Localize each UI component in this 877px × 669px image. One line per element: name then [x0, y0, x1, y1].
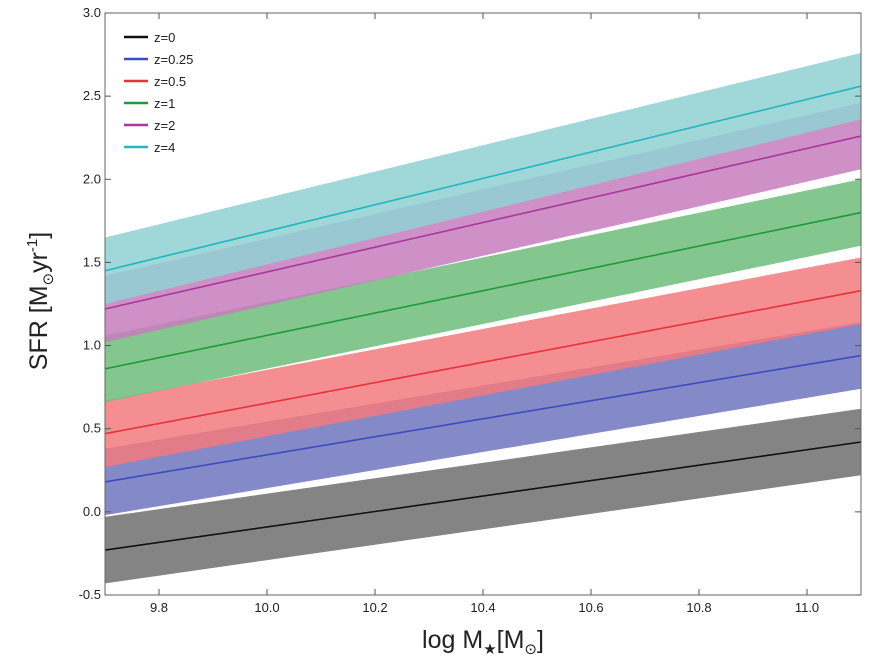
legend-label: z=0 — [154, 30, 175, 45]
legend: z=0 z=0.25 z=0.5 z=1 z=2 z=4 — [124, 30, 193, 155]
y-axis-title: SFR [M⊙yr-1] — [24, 232, 57, 370]
x-tick-label: 10.8 — [686, 600, 711, 615]
x-tick-label: 11.0 — [795, 600, 819, 615]
y-tick-label: 1.5 — [83, 254, 101, 269]
line-z-1 — [104, 211, 862, 370]
x-tick-label: 10.6 — [578, 600, 603, 615]
line-z-4 — [104, 85, 862, 272]
legend-label: z=4 — [154, 140, 175, 155]
legend-label: z=1 — [154, 96, 175, 111]
x-axis-title: log M★[M⊙] — [422, 626, 544, 658]
x-tick-label: 10.2 — [362, 600, 387, 615]
median-lines — [104, 85, 862, 551]
line-z-2 — [104, 135, 862, 310]
y-tick-label: 2.0 — [83, 171, 101, 186]
y-tick-label: -0.5 — [79, 587, 101, 602]
line-z-0-25 — [104, 354, 862, 483]
y-axis-ticks: -0.5 0.0 0.5 1.0 1.5 2.0 2.5 3.0 — [79, 5, 861, 602]
line-z-0-5 — [104, 289, 862, 435]
legend-label: z=0.5 — [154, 74, 186, 89]
legend-label: z=0.25 — [154, 52, 193, 67]
legend-label: z=2 — [154, 118, 175, 133]
x-axis-ticks: 9.8 10.0 10.2 10.4 10.6 10.8 11.0 — [150, 13, 819, 615]
x-tick-label: 10.4 — [470, 600, 495, 615]
y-tick-label: 0.0 — [83, 504, 101, 519]
y-tick-label: 1.0 — [83, 338, 101, 353]
line-z-0 — [104, 441, 862, 551]
y-tick-label: 0.5 — [83, 421, 101, 436]
scatter-bands — [105, 52, 861, 584]
y-tick-label: 2.5 — [83, 88, 101, 103]
y-tick-label: 3.0 — [83, 5, 101, 20]
x-tick-label: 10.0 — [254, 600, 279, 615]
x-tick-label: 9.8 — [150, 600, 168, 615]
